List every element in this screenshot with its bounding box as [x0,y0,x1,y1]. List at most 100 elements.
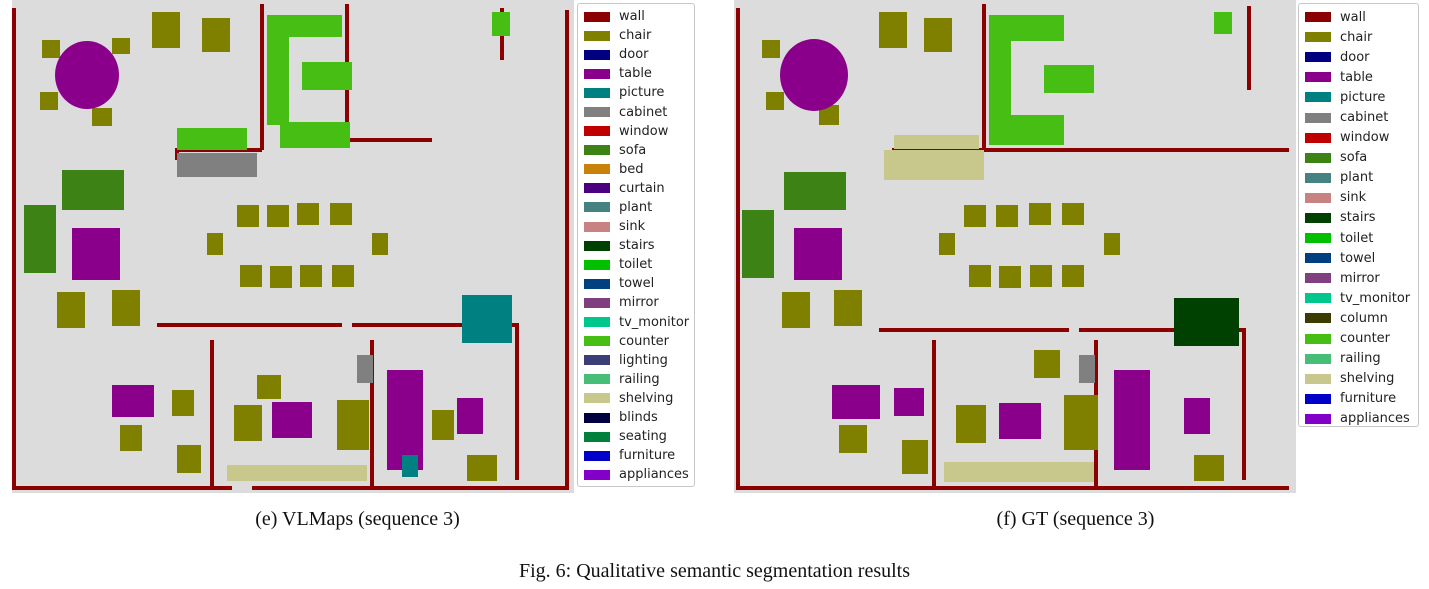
legend-swatch [584,412,610,423]
map-drawing-gt [736,4,1289,490]
legend-swatch [584,49,610,60]
legend-entry-window: window [584,122,688,141]
legend-swatch [1305,313,1331,324]
legend-label: tv_monitor [1340,290,1411,306]
legend-swatch [584,68,610,79]
legend-entry-mirror: mirror [1305,268,1412,288]
legend-swatch [584,393,610,404]
legend-entry-plant: plant [584,198,688,217]
legend-entry-sofa: sofa [584,141,688,160]
legend-label: lighting [619,352,668,368]
legend-swatch [584,107,610,118]
legend-label: cabinet [619,104,668,120]
legend-swatch [1305,393,1331,404]
subfigure-caption: (e) VLMaps (sequence 3) [255,508,460,530]
legend-label: shelving [1340,371,1395,387]
legend-label: picture [619,85,665,101]
legend-label: furniture [619,448,676,464]
legend-label: tv_monitor [619,314,690,330]
legend-swatch [1305,152,1331,163]
legend-swatch [1305,112,1331,123]
segmentation-map-vlmaps [12,0,574,493]
legend-entry-cabinet: cabinet [1305,107,1412,127]
legend-label: wall [619,9,645,25]
legend-label: plant [1340,170,1374,186]
legend-swatch [584,469,610,480]
legend-swatch [584,431,610,442]
legend-label: railing [1340,351,1381,367]
legend-label: seating [619,429,667,445]
legend-label: railing [619,371,660,387]
legend-label: curtain [619,180,665,196]
legend-label: sofa [1340,150,1368,166]
legend-label: sink [1340,190,1367,206]
legend-entry-counter: counter [584,332,688,351]
segmentation-map-gt [734,0,1296,493]
legend-swatch [584,450,610,461]
legend-swatch [584,336,610,347]
legend-label: plant [619,199,653,215]
legend-swatch [584,278,610,289]
legend-swatch [1305,212,1331,223]
legend-entry-appliances: appliances [584,465,689,484]
legend-entry-furniture: furniture [1305,389,1412,409]
legend-label: cabinet [1340,110,1389,126]
legend-entry-mirror: mirror [584,293,688,312]
legend-label: appliances [619,467,689,483]
legend-entry-counter: counter [1305,329,1412,349]
legend-swatch [584,202,610,213]
legend-swatch [584,126,610,137]
legend-swatch [1305,253,1331,264]
legend-label: sofa [619,142,647,158]
legend-entry-wall: wall [584,7,688,26]
legend-label: picture [1340,89,1386,105]
legend-swatch [1305,273,1331,284]
legend-label: stairs [1340,210,1376,226]
legend-label: mirror [619,295,659,311]
legend-label: table [1340,69,1373,85]
legend-entry-picture: picture [584,83,688,102]
legend-label: towel [1340,250,1376,266]
legend-entry-curtain: curtain [584,179,688,198]
map-drawing-vlmaps [12,4,569,490]
legend-entry-sink: sink [1305,188,1412,208]
legend-entry-towel: towel [1305,248,1412,268]
legend-swatch [1305,52,1331,63]
legend-entry-window: window [1305,128,1412,148]
legend-swatch [1305,413,1331,424]
legend-label: door [1340,49,1370,65]
legend-swatch [1305,172,1331,183]
legend-swatch [584,87,610,98]
legend-entry-railing: railing [1305,349,1412,369]
legend-label: shelving [619,390,674,406]
legend-entry-tv-monitor: tv_monitor [1305,288,1412,308]
legend-label: bed [619,161,644,177]
legend-label: chair [619,28,652,44]
legend-entry-picture: picture [1305,87,1412,107]
legend-entry-plant: plant [1305,168,1412,188]
legend-label: blinds [619,410,658,426]
legend-swatch [584,355,610,366]
legend-swatch [1305,72,1331,83]
legend-swatch [584,30,610,41]
legend-entry-chair: chair [1305,27,1412,47]
legend-label: counter [619,333,670,349]
legend-label: mirror [1340,270,1380,286]
legend-swatch [1305,92,1331,103]
legend-entry-door: door [584,45,688,64]
legend-label: table [619,66,652,82]
legend-entry-toilet: toilet [1305,228,1412,248]
legend-label: chair [1340,29,1373,45]
legend-swatch [1305,333,1331,344]
legend-label: window [619,123,669,139]
legend-entry-cabinet: cabinet [584,102,688,121]
legend-entry-seating: seating [584,427,688,446]
legend-entry-shelving: shelving [584,389,688,408]
legend-entry-sink: sink [584,217,688,236]
legend-vlmaps: wall chair door table picture cabinet window so… [577,3,695,487]
legend-entry-toilet: toilet [584,255,688,274]
legend-entry-wall: wall [1305,7,1412,27]
legend-entry-blinds: blinds [584,408,688,427]
legend-swatch [1305,233,1331,244]
legend-entry-tv-monitor: tv_monitor [584,313,690,332]
